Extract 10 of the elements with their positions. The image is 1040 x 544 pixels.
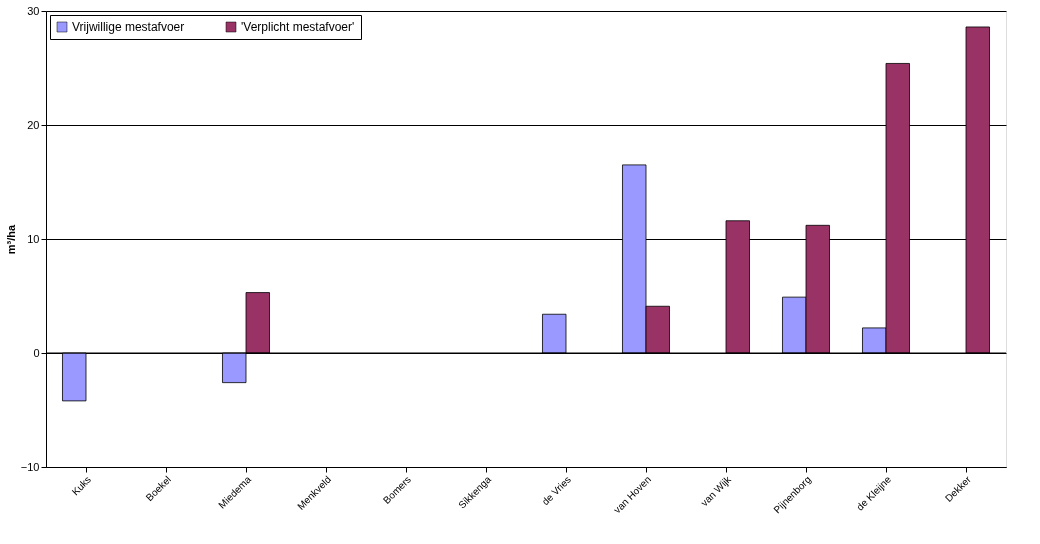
legend-label: Vrijwillige mestafvoer: [72, 20, 185, 34]
y-tick-label: 20: [27, 118, 40, 131]
legend-label: 'Verplicht mestafvoer': [241, 20, 355, 34]
y-axis-title: m³/ha: [4, 223, 17, 255]
y-tick-label: −10: [20, 460, 40, 473]
x-tick-label: de Vries: [539, 473, 574, 508]
x-tick-label: van Wijk: [698, 473, 734, 509]
y-tick-label: 30: [27, 4, 40, 17]
y-tick-label: 10: [27, 232, 40, 245]
y-tick-label: 0: [33, 346, 40, 359]
